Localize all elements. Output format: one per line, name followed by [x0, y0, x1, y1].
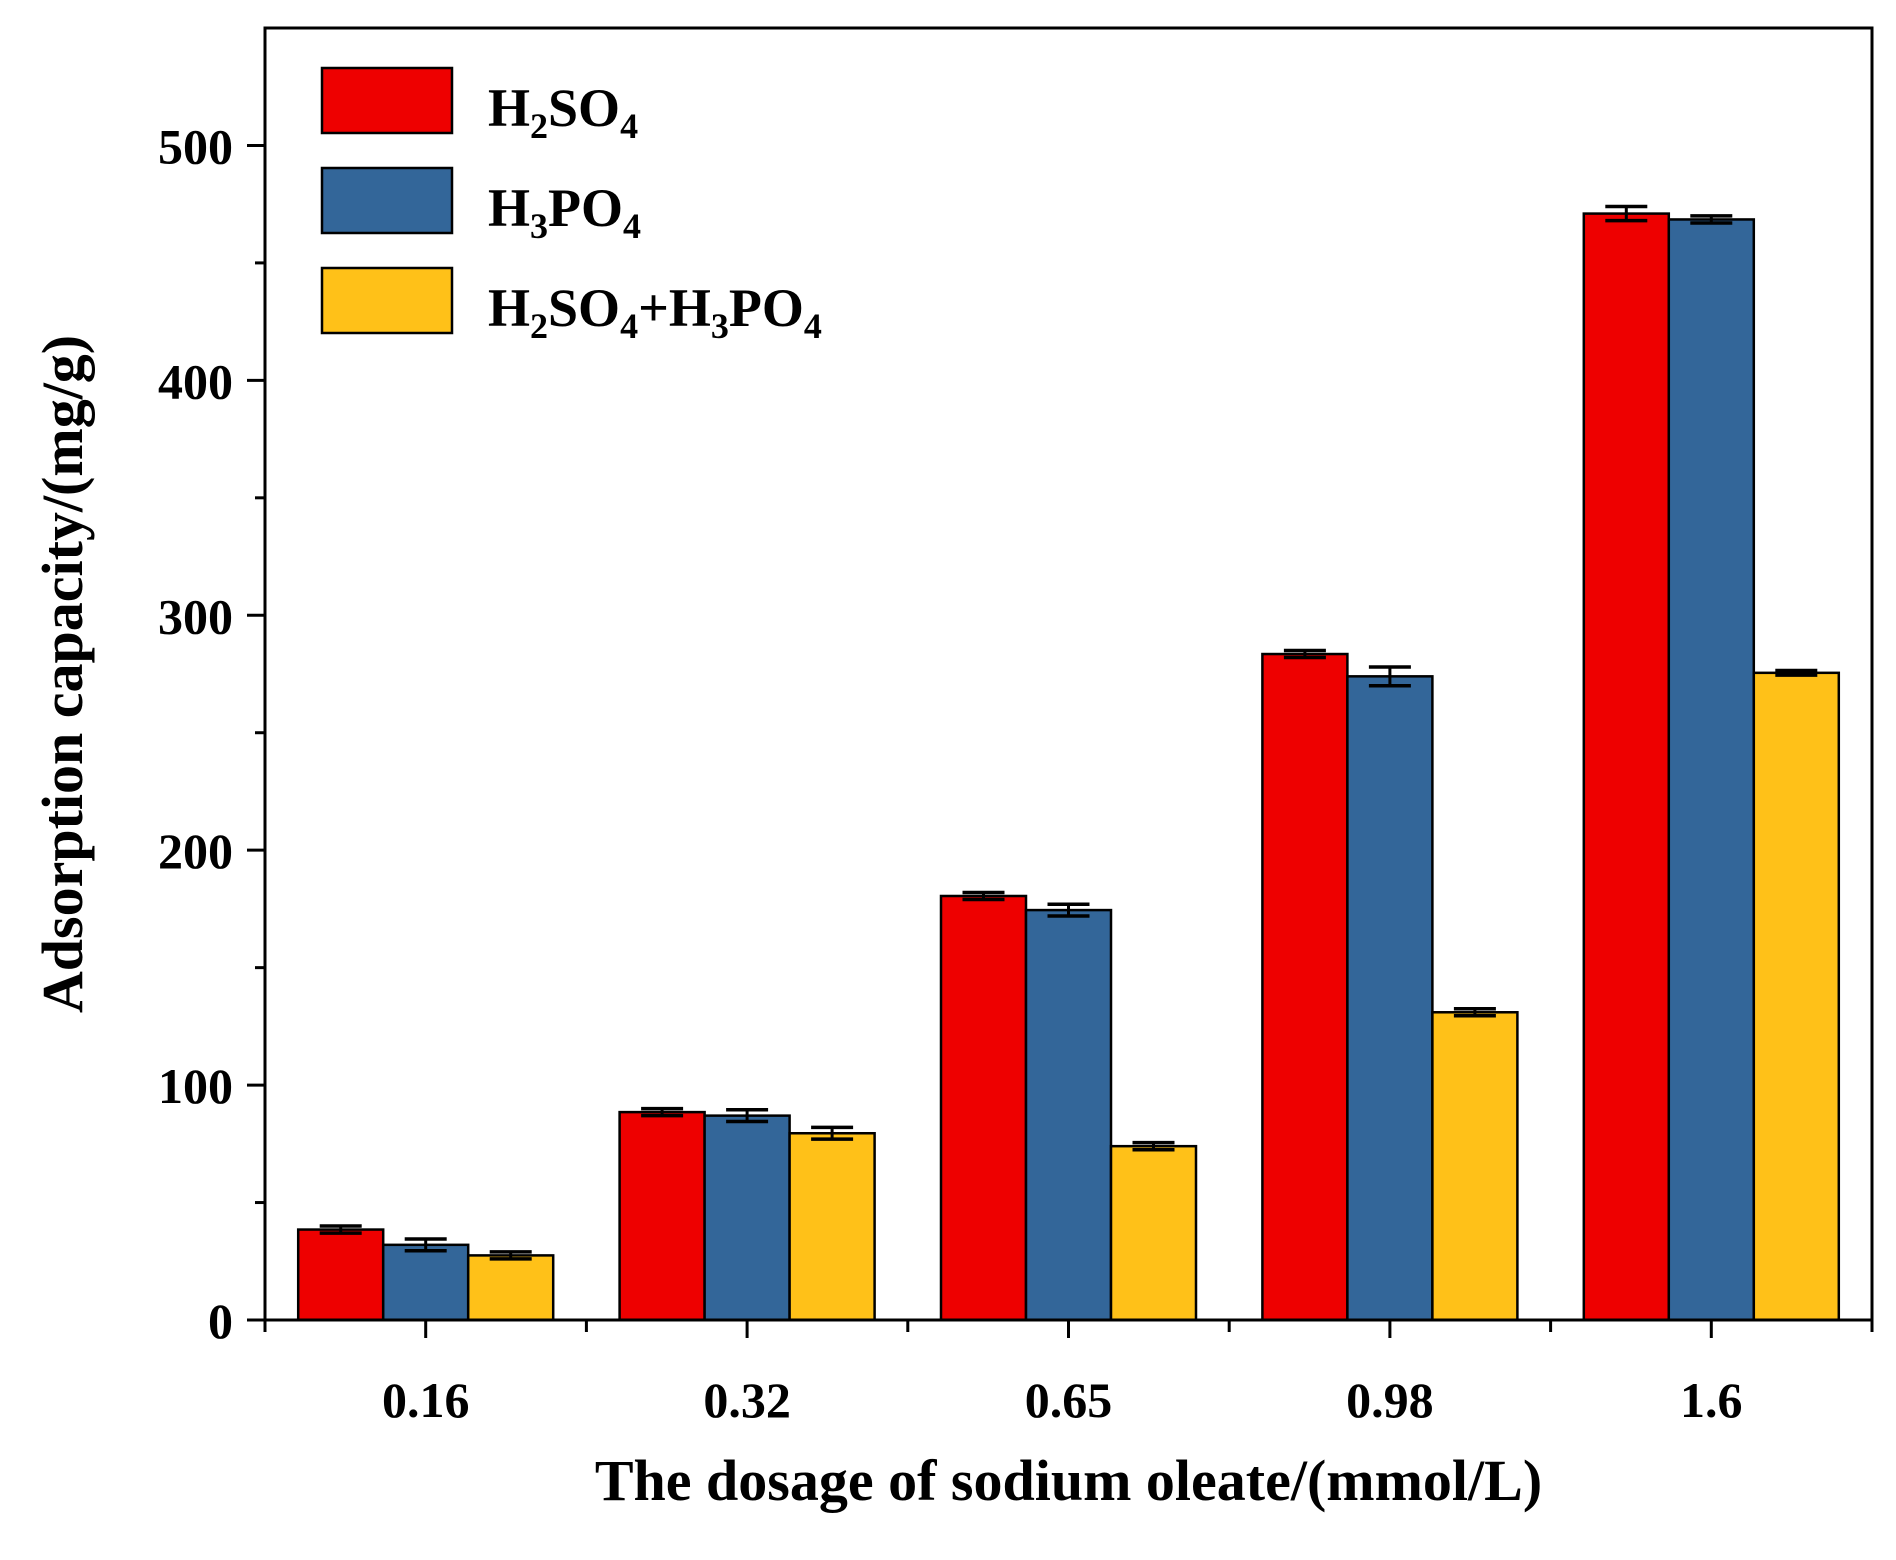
bar — [1752, 671, 1841, 1322]
x-axis-title: The dosage of sodium oleate/(mmol/L) — [595, 1448, 1542, 1513]
bar — [1346, 675, 1434, 1322]
bar — [1261, 652, 1349, 1322]
bar — [466, 1254, 555, 1322]
bar — [788, 1131, 876, 1322]
legend-swatch — [320, 166, 454, 235]
bar — [381, 1243, 470, 1322]
bar — [1431, 1011, 1519, 1322]
bars-layer — [296, 212, 1841, 1322]
legend: H2SO4 H3PO4 H2SO4+H3PO4 — [320, 66, 822, 346]
bar — [1582, 212, 1671, 1322]
legend-swatch — [320, 266, 454, 335]
legend-label: H3PO4 — [488, 178, 641, 246]
legend-swatch — [320, 66, 454, 135]
y-tick-label: 100 — [158, 1058, 233, 1114]
x-tick-label: 0.32 — [703, 1372, 791, 1428]
axes-layer: 0 100 200 300 400 500 0.16 0.32 0.65 0.98 1.6 — [158, 118, 1874, 1428]
y-axis-title: Adsorption capacity/(mg/g) — [30, 335, 95, 1013]
bar — [1667, 218, 1756, 1322]
y-tick-label: 0 — [208, 1293, 233, 1349]
legend-label: H2SO4+H3PO4 — [488, 278, 822, 346]
y-tick-label: 400 — [158, 353, 233, 409]
bar — [1109, 1144, 1198, 1322]
y-tick-label: 200 — [158, 823, 233, 879]
y-tick-label: 500 — [158, 118, 233, 174]
error-bars-layer — [319, 204, 1818, 1261]
y-tick-label: 300 — [158, 588, 233, 644]
bar — [296, 1228, 385, 1322]
x-tick-label: 0.65 — [1025, 1372, 1113, 1428]
x-tick-label: 1.6 — [1680, 1372, 1743, 1428]
bar — [703, 1114, 791, 1322]
x-tick-label: 0.98 — [1346, 1372, 1434, 1428]
legend-label: H2SO4 — [488, 78, 638, 146]
x-tick-label: 0.16 — [382, 1372, 470, 1428]
bar — [618, 1110, 706, 1322]
bar — [939, 894, 1028, 1322]
bar — [1024, 908, 1113, 1322]
